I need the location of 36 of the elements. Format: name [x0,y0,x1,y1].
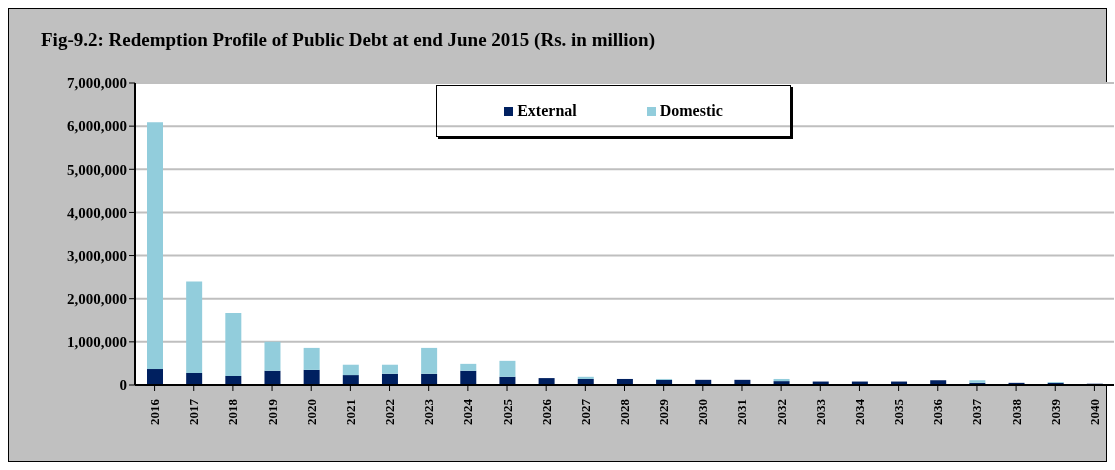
x-tick-label: 2020 [303,399,319,425]
x-tick-label: 2032 [773,399,789,425]
y-tick-label: 0 [119,377,127,394]
legend-label: Domestic [659,102,723,120]
y-tick-label: 5,000,000 [67,161,127,178]
x-tick-label: 2023 [421,398,437,425]
x-tick-label: 2040 [1086,399,1102,425]
x-tick-label: 2016 [147,398,163,425]
x-tick-label: 2028 [617,398,632,425]
y-tick-label: 1,000,000 [67,334,127,351]
x-tick-label: 2024 [460,398,476,425]
x-tick-label: 2022 [382,399,398,425]
x-tick-label: 2019 [264,398,280,425]
x-tick-label: 2017 [186,398,202,425]
y-tick-label: 6,000,000 [67,118,127,135]
x-tick-label: 2035 [891,398,907,425]
legend-label: External [517,102,577,120]
x-tick-label: 2025 [499,398,515,425]
x-tick-label: 2029 [656,398,672,425]
x-tick-label: 2038 [1008,398,1024,425]
x-tick-label: 2030 [695,399,711,425]
y-tick-label: 4,000,000 [67,204,127,221]
x-tick-label: 2026 [538,398,554,425]
x-tick-label: 2027 [577,398,593,425]
x-tick-label: 2018 [225,398,241,425]
chart-title: Fig-9.2: Redemption Profile of Public Debt at end June 2015 (Rs. in million) [41,29,655,51]
x-tick-label: 2034 [851,398,867,425]
x-tick-label: 2039 [1047,398,1063,425]
x-tick-label: 2036 [930,398,946,425]
x-tick-label: 2037 [969,398,985,425]
x-tick-label: 2033 [812,398,828,425]
y-tick-label: 2,000,000 [67,291,127,308]
y-tick-label: 7,000,000 [67,75,127,92]
x-tick-label: 2031 [734,399,750,425]
y-tick-label: 3,000,000 [67,247,127,264]
x-tick-label: 2021 [342,399,358,425]
